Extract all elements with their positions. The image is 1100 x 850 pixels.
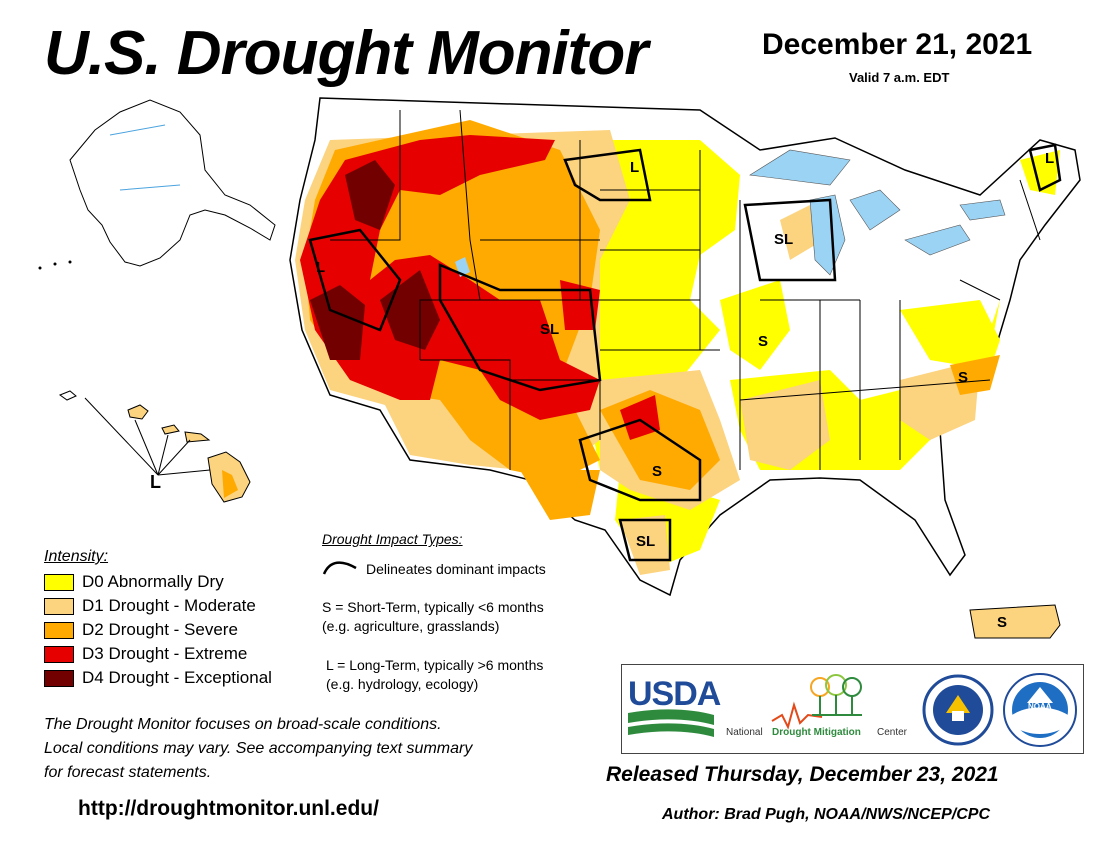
- label-montana: L: [630, 159, 639, 176]
- label-texas: S: [652, 463, 662, 480]
- puerto-rico: [969, 604, 1061, 639]
- impact-long-term-example: (e.g. hydrology, ecology): [326, 676, 479, 692]
- map-date: December 21, 2021: [762, 28, 1033, 61]
- valid-time: Valid 7 a.m. EDT: [849, 70, 950, 85]
- legend-swatch-d2: [44, 621, 74, 639]
- state-lines: [330, 109, 1041, 470]
- svg-text:NOAA: NOAA: [1028, 702, 1052, 711]
- label-utah-colorado: SL: [540, 321, 559, 338]
- impact-short-term-example: (e.g. agriculture, grasslands): [322, 618, 500, 634]
- noaa-logo: NOAA: [1003, 673, 1077, 747]
- impact-short-term: S = Short-Term, typically <6 months: [322, 599, 544, 615]
- great-lakes: [749, 149, 1006, 276]
- legend-title: Intensity:: [44, 548, 109, 565]
- legend-item-d1: D1 Drought - Moderate: [44, 596, 256, 616]
- note-line-3: for forecast statements.: [44, 764, 212, 781]
- label-maine: L: [1045, 150, 1054, 167]
- release-date: Released Thursday, December 23, 2021: [606, 763, 999, 786]
- svg-text:National: National: [726, 727, 763, 738]
- legend-swatch-d1: [44, 597, 74, 615]
- page-title: U.S. Drought Monitor: [44, 19, 648, 88]
- label-california: L: [316, 259, 325, 276]
- author-credit: Author: Brad Pugh, NOAA/NWS/NCEP/CPC: [662, 806, 990, 823]
- alaska-shape: [69, 99, 276, 267]
- legend-swatch-d0: [44, 573, 74, 591]
- legend-label-d2: D2 Drought - Severe: [82, 620, 238, 639]
- impact-types-title: Drought Impact Types:: [322, 531, 463, 547]
- alaska-rivers: [109, 124, 181, 191]
- svg-text:Drought Mitigation: Drought Mitigation: [772, 727, 861, 738]
- impact-boundaries: [308, 143, 1062, 562]
- legend-item-d2: D2 Drought - Severe: [44, 620, 238, 640]
- label-carolinas: S: [958, 369, 968, 386]
- svg-text:USDA: USDA: [628, 675, 721, 713]
- note-line-1: The Drought Monitor focuses on broad-sca…: [44, 716, 442, 733]
- legend-label-d3: D3 Drought - Extreme: [82, 644, 248, 663]
- legend-label-d4: D4 Drought - Exceptional: [82, 668, 272, 687]
- partner-logos: USDA National Drought Mitigation Center: [621, 664, 1084, 754]
- label-alaska: L: [150, 472, 161, 492]
- legend-swatch-d4: [44, 669, 74, 687]
- label-illinois: S: [758, 333, 768, 350]
- label-wisconsin: SL: [774, 231, 793, 248]
- disclaimer-note: The Drought Monitor focuses on broad-sca…: [44, 713, 472, 785]
- conus-map: [289, 97, 1081, 597]
- hawaii-islands: [58, 390, 251, 503]
- legend-label-d1: D1 Drought - Moderate: [82, 596, 256, 615]
- label-puerto-rico: S: [997, 614, 1007, 631]
- impact-long-term: L = Long-Term, typically >6 months: [326, 657, 544, 673]
- legend-item-d3: D3 Drought - Extreme: [44, 644, 247, 664]
- ndmc-logo: National Drought Mitigation Center: [726, 674, 908, 738]
- label-south-texas: SL: [636, 533, 655, 550]
- logos-graphic: USDA National Drought Mitigation Center: [628, 673, 1077, 747]
- legend-label-d0: D0 Abnormally Dry: [82, 572, 224, 591]
- legend-item-d4: D4 Drought - Exceptional: [44, 668, 272, 688]
- impact-delineates: Delineates dominant impacts: [366, 561, 546, 577]
- legend-swatch-d3: [44, 645, 74, 663]
- commerce-seal: [922, 674, 994, 746]
- website-url[interactable]: http://droughtmonitor.unl.edu/: [78, 797, 379, 820]
- usda-logo: USDA: [628, 675, 722, 737]
- note-line-2: Local conditions may vary. See accompany…: [44, 740, 473, 757]
- legend-item-d0: D0 Abnormally Dry: [44, 572, 224, 592]
- svg-text:Center: Center: [877, 727, 908, 738]
- impact-line-icon: [322, 561, 357, 575]
